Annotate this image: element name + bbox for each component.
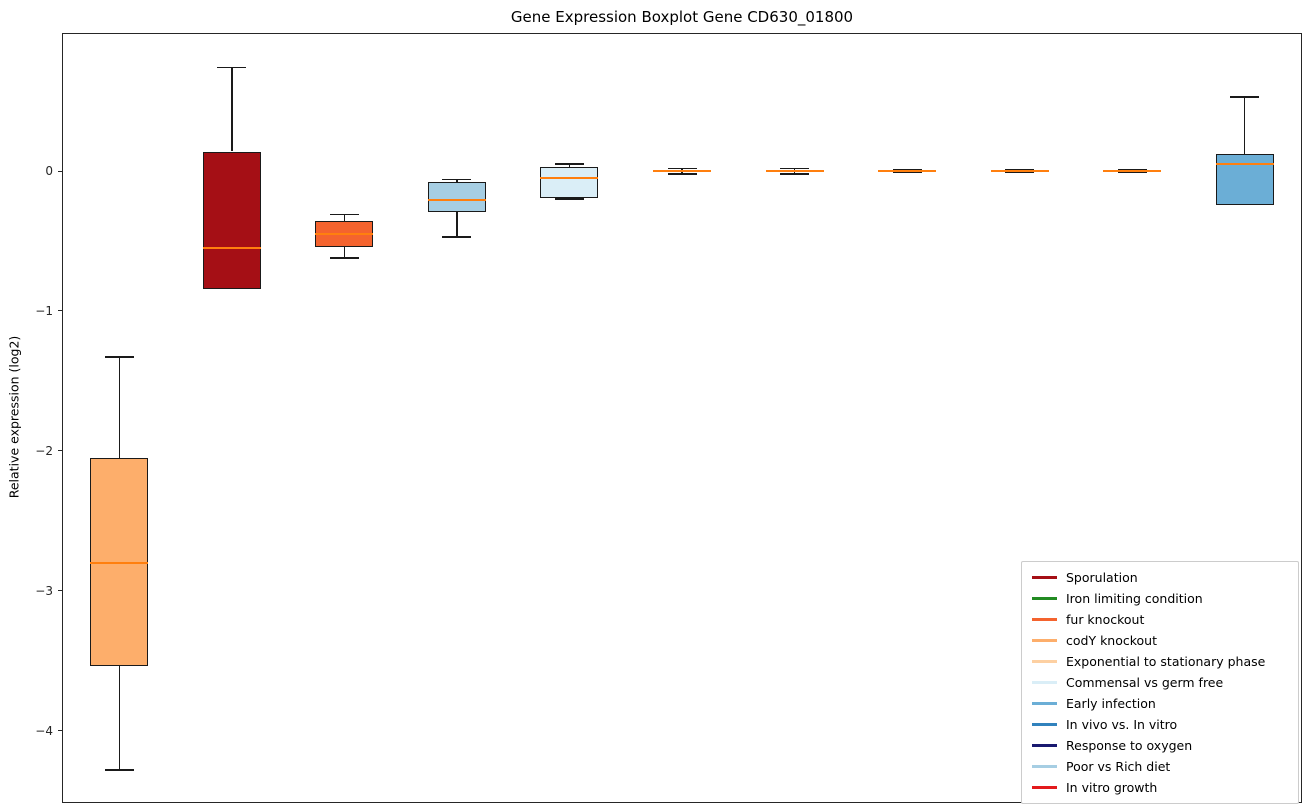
boxplot-cap <box>1230 203 1260 206</box>
boxplot-cap <box>104 356 134 358</box>
legend-item: Sporulation <box>1032 567 1288 588</box>
boxplot-cap <box>217 287 247 290</box>
legend-label: Poor vs Rich diet <box>1066 759 1171 774</box>
boxplot-cap <box>667 167 697 170</box>
y-tick-label: −2 <box>35 443 53 458</box>
y-tick-label: −3 <box>35 583 53 598</box>
legend-label: fur knockout <box>1066 612 1145 627</box>
legend-swatch <box>1032 597 1057 600</box>
boxplot-whisker <box>118 666 121 770</box>
boxplot-box <box>540 166 599 198</box>
boxplot-cap <box>1230 96 1260 98</box>
boxplot-cap <box>1117 171 1147 174</box>
boxplot-cap <box>780 167 810 170</box>
boxplot-median <box>427 199 486 202</box>
legend-label: Sporulation <box>1066 570 1138 585</box>
boxplot-median <box>90 561 149 564</box>
boxplot-whisker <box>231 67 233 152</box>
boxplot-cap <box>442 236 472 238</box>
boxplot-whisker <box>456 179 458 183</box>
boxplot-whisker <box>118 357 121 458</box>
y-tick-label: −4 <box>35 723 53 738</box>
y-axis-label: Relative expression (log2) <box>6 335 22 499</box>
legend-swatch <box>1032 681 1057 684</box>
legend-swatch <box>1032 702 1057 705</box>
legend-label: Commensal vs germ free <box>1066 675 1224 690</box>
legend-label: In vitro growth <box>1066 780 1158 795</box>
boxplot-median <box>990 170 1049 173</box>
boxplot-median <box>653 170 711 173</box>
boxplot-cap <box>217 66 247 69</box>
boxplot-box <box>427 182 486 212</box>
legend-label: Response to oxygen <box>1066 738 1193 753</box>
boxplot-cap <box>554 163 584 165</box>
legend-swatch <box>1032 765 1057 768</box>
boxplot-median <box>540 177 599 180</box>
y-tick-label: 0 <box>45 164 53 179</box>
legend-item: In vivo vs. In vitro <box>1032 714 1288 735</box>
boxplot-median <box>765 170 824 173</box>
boxplot-cap <box>1005 171 1035 174</box>
legend-swatch <box>1032 618 1057 621</box>
legend-item: Early infection <box>1032 693 1288 714</box>
plot-area: Sporulation Iron limiting condition fur kn… <box>35 33 1302 804</box>
legend-item: Exponential to stationary phase <box>1032 651 1288 672</box>
legend-item: Iron limiting condition <box>1032 588 1288 609</box>
boxplot-whisker <box>343 246 346 258</box>
legend-item: In vitro growth <box>1032 777 1288 798</box>
boxplot-box <box>202 151 261 289</box>
boxplot-median <box>1103 170 1162 173</box>
boxplot-whisker <box>456 211 458 237</box>
y-tick-mark <box>58 730 62 732</box>
boxplot-cap <box>442 178 472 181</box>
boxplot-cap <box>554 198 584 200</box>
legend-swatch <box>1032 723 1057 726</box>
y-tick-mark <box>58 310 62 312</box>
legend-swatch <box>1032 576 1057 579</box>
legend-swatch <box>1032 744 1057 747</box>
boxplot-cap <box>329 213 359 216</box>
boxplot-cap <box>329 257 359 259</box>
legend-label: codY knockout <box>1066 633 1158 648</box>
legend-swatch <box>1032 639 1057 642</box>
boxplot-median <box>878 170 937 173</box>
boxplot-cap <box>104 769 134 771</box>
y-tick-mark <box>58 170 62 172</box>
boxplot-box <box>1215 154 1274 205</box>
y-tick-mark <box>58 590 62 592</box>
legend-swatch <box>1032 786 1057 789</box>
boxplot-median <box>202 247 261 250</box>
legend-item: Commensal vs germ free <box>1032 672 1288 693</box>
boxplot-median <box>1215 163 1274 166</box>
legend: Sporulation Iron limiting condition fur kn… <box>1021 561 1299 804</box>
boxplot-whisker <box>1243 96 1246 155</box>
legend-item: Response to oxygen <box>1032 735 1288 756</box>
y-tick-mark <box>58 450 62 452</box>
boxplot-cap <box>892 171 922 174</box>
legend-label: Exponential to stationary phase <box>1066 654 1266 669</box>
legend-label: Iron limiting condition <box>1066 591 1203 606</box>
legend-item: codY knockout <box>1032 630 1288 651</box>
boxplot-whisker <box>343 214 346 222</box>
legend-label: In vivo vs. In vitro <box>1066 717 1178 732</box>
legend-label: Early infection <box>1066 696 1156 711</box>
legend-swatch <box>1032 660 1057 663</box>
chart-title: Gene Expression Boxplot Gene CD630_01800 <box>510 8 854 26</box>
legend-item: Poor vs Rich diet <box>1032 756 1288 777</box>
boxplot-cap <box>667 173 697 175</box>
boxplot-cap <box>780 173 810 175</box>
legend-item: fur knockout <box>1032 609 1288 630</box>
boxplot-whisker <box>568 164 571 167</box>
boxplot-median <box>315 233 374 236</box>
y-tick-label: −1 <box>35 303 53 318</box>
